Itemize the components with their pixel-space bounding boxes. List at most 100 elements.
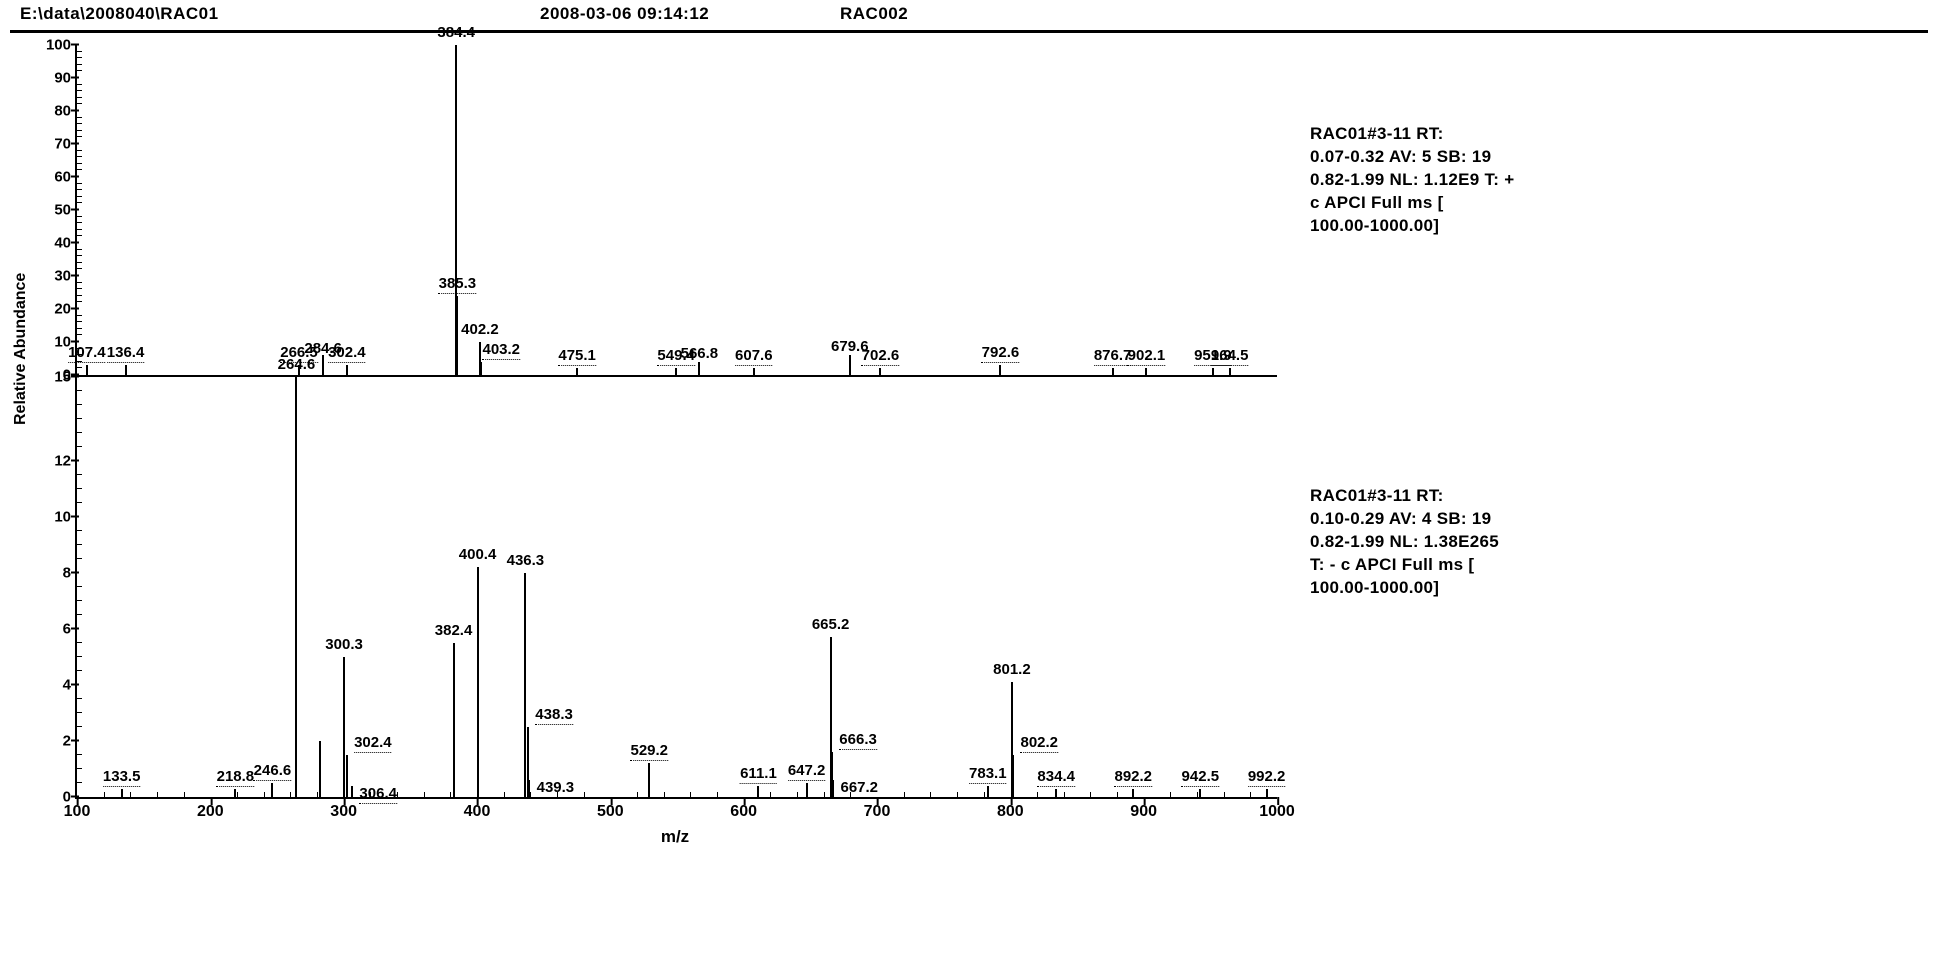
peak-label: 133.5 bbox=[103, 768, 141, 785]
y-tick: 70 bbox=[27, 136, 71, 153]
peak-label: 385.3 bbox=[439, 275, 477, 292]
x-tick: 700 bbox=[864, 803, 891, 821]
ms-peak bbox=[987, 786, 989, 797]
content-area: Relative Abundance 010203040506070809010… bbox=[0, 45, 1938, 847]
ms-peak bbox=[343, 657, 345, 797]
ms-peak bbox=[86, 365, 88, 375]
y-tick: 4 bbox=[27, 677, 71, 694]
ms-peak bbox=[879, 368, 881, 375]
header-filepath: E:\data\2008040\RAC01 bbox=[20, 4, 540, 24]
ms-peak bbox=[832, 780, 834, 797]
ms-peak bbox=[757, 786, 759, 797]
peak-label: 666.3 bbox=[839, 731, 877, 748]
x-tick: 900 bbox=[1130, 803, 1157, 821]
ms-peak bbox=[1145, 368, 1147, 375]
ms-peak bbox=[1112, 368, 1114, 375]
peak-label: 607.6 bbox=[735, 347, 773, 364]
y-tick: 8 bbox=[27, 565, 71, 582]
peak-label: 246.6 bbox=[254, 762, 292, 779]
y-tick: 100 bbox=[27, 37, 71, 54]
ms-peak bbox=[322, 355, 324, 375]
peak-label: 107.4 bbox=[68, 344, 106, 361]
x-tick: 800 bbox=[997, 803, 1024, 821]
scan-info-line: T: - c APCI Full ms [ bbox=[1310, 554, 1570, 577]
ms-peak bbox=[319, 741, 321, 797]
peak-label: 892.2 bbox=[1114, 768, 1152, 785]
y-tick: 90 bbox=[27, 70, 71, 87]
ms-peak bbox=[1229, 368, 1231, 375]
peak-label: 438.3 bbox=[535, 706, 573, 723]
peak-label: 300.3 bbox=[325, 636, 363, 653]
y-tick: 10 bbox=[27, 334, 71, 351]
peak-label: 403.2 bbox=[482, 341, 520, 358]
peak-label: 876.7 bbox=[1094, 347, 1132, 364]
ms-peak bbox=[675, 368, 677, 375]
y-tick: 50 bbox=[27, 202, 71, 219]
ms-peak bbox=[698, 362, 700, 375]
ms-peak bbox=[346, 365, 348, 375]
peak-label: 834.4 bbox=[1037, 768, 1075, 785]
y-tick: 40 bbox=[27, 235, 71, 252]
ms-peak bbox=[271, 783, 273, 797]
scan-info-line: 0.82-1.99 NL: 1.38E265 bbox=[1310, 531, 1570, 554]
y-tick: 6 bbox=[27, 621, 71, 638]
x-tick: 500 bbox=[597, 803, 624, 821]
y-tick: 2 bbox=[27, 733, 71, 750]
scan-info-line: 0.07-0.32 AV: 5 SB: 19 bbox=[1310, 146, 1570, 169]
y-tick: 12 bbox=[27, 453, 71, 470]
y-tick: 20 bbox=[27, 301, 71, 318]
peak-label: 384.4 bbox=[437, 24, 475, 41]
scan-info-line: RAC01#3-11 RT: bbox=[1310, 485, 1570, 508]
header-rule bbox=[10, 30, 1928, 33]
ms-peak bbox=[346, 755, 348, 797]
scan-info-pos: RAC01#3-11 RT:0.07-0.32 AV: 5 SB: 190.82… bbox=[1310, 123, 1570, 238]
peak-label: 783.1 bbox=[969, 765, 1007, 782]
ms-peak bbox=[453, 643, 455, 797]
y-tick: 10 bbox=[27, 509, 71, 526]
x-tick: 100 bbox=[64, 803, 91, 821]
ms-peak bbox=[351, 786, 353, 797]
peak-label: 306.4 bbox=[359, 785, 397, 802]
ms-peak bbox=[999, 365, 1001, 375]
peak-label: 942.5 bbox=[1182, 768, 1220, 785]
peak-label: 436.3 bbox=[507, 552, 545, 569]
peak-label: 964.5 bbox=[1211, 347, 1249, 364]
peak-label: 647.2 bbox=[788, 762, 826, 779]
scan-info-line: RAC01#3-11 RT: bbox=[1310, 123, 1570, 146]
y-tick: 30 bbox=[27, 268, 71, 285]
ms-peak bbox=[1055, 789, 1057, 797]
y-tick: 60 bbox=[27, 169, 71, 186]
scan-info-line: 100.00-1000.00] bbox=[1310, 215, 1570, 238]
peak-label: 136.4 bbox=[107, 344, 145, 361]
peak-label: 218.8 bbox=[217, 768, 255, 785]
y-tick: 15 bbox=[27, 369, 71, 386]
scan-info-neg: RAC01#3-11 RT:0.10-0.29 AV: 4 SB: 190.82… bbox=[1310, 485, 1570, 600]
ms-peak bbox=[480, 362, 482, 375]
peak-label: 439.3 bbox=[537, 779, 575, 796]
ms-peak bbox=[849, 355, 851, 375]
ms-peak bbox=[1199, 789, 1201, 797]
peak-label: 667.2 bbox=[840, 779, 878, 796]
ms-peak bbox=[477, 567, 479, 797]
ms-peak bbox=[1212, 368, 1214, 375]
x-axis-label: m/z bbox=[75, 827, 1275, 847]
ms-peak bbox=[456, 296, 458, 375]
peak-label: 566.8 bbox=[681, 345, 719, 362]
ms-peak bbox=[125, 365, 127, 375]
ms-peak bbox=[806, 783, 808, 797]
peak-label: 611.1 bbox=[740, 765, 777, 782]
peak-label: 400.4 bbox=[459, 546, 497, 563]
scan-info-line: 100.00-1000.00] bbox=[1310, 577, 1570, 600]
x-tick: 200 bbox=[197, 803, 224, 821]
spectrum-pos: 0102030405060708090100107.4136.4266.5284… bbox=[75, 45, 1277, 377]
scan-info-line: c APCI Full ms [ bbox=[1310, 192, 1570, 215]
peak-label: 264.6 bbox=[278, 356, 316, 373]
peak-label: 302.4 bbox=[328, 344, 366, 361]
header-bar: E:\data\2008040\RAC01 2008-03-06 09:14:1… bbox=[0, 0, 1938, 30]
y-tick: 80 bbox=[27, 103, 71, 120]
peak-label: 475.1 bbox=[558, 347, 596, 364]
peak-label: 802.2 bbox=[1020, 734, 1058, 751]
ms-peak bbox=[576, 368, 578, 375]
page-root: E:\data\2008040\RAC01 2008-03-06 09:14:1… bbox=[0, 0, 1938, 980]
ms-peak bbox=[1266, 789, 1268, 797]
